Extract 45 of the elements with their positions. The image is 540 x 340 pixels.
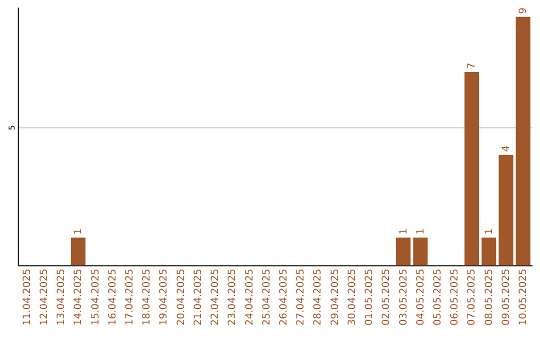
data-label: 1 — [73, 228, 84, 235]
y-tick-label: 5 — [7, 125, 16, 130]
x-tick-label: 27.04.2025 — [296, 268, 307, 326]
bar — [70, 238, 86, 266]
x-tick-label: 02.05.2025 — [381, 268, 392, 326]
data-label: 4 — [500, 146, 512, 152]
x-tick-label: 22.04.2025 — [210, 268, 222, 326]
x-tick-label: 18.04.2025 — [142, 268, 153, 326]
bar — [482, 238, 496, 266]
x-tick-label: 26.04.2025 — [278, 268, 290, 326]
x-tick-label: 25.04.2025 — [261, 268, 272, 326]
x-tick-label: 24.04.2025 — [244, 268, 256, 326]
bar — [396, 238, 411, 266]
x-tick-label: 08.05.2025 — [484, 268, 495, 326]
data-label: 1 — [484, 228, 495, 235]
x-tick-label: 09.05.2025 — [500, 268, 512, 326]
x-tick-label: 28.04.2025 — [312, 268, 324, 326]
x-tick-label: 07.05.2025 — [466, 268, 478, 326]
x-tick-label: 23.04.2025 — [227, 268, 238, 326]
x-tick-label: 11.04.2025 — [22, 268, 33, 326]
x-tick-label: 05.05.2025 — [432, 268, 444, 326]
x-tick-label: 15.04.2025 — [90, 268, 102, 326]
x-tick-label: 06.05.2025 — [450, 268, 461, 326]
bar — [464, 72, 480, 266]
data-label: 9 — [518, 8, 530, 14]
x-tick-label: 21.04.2025 — [192, 268, 204, 326]
x-tick-label: 01.05.2025 — [364, 268, 376, 326]
bar — [498, 154, 514, 266]
x-tick-label: 16.04.2025 — [107, 268, 118, 326]
x-tick-label: 20.04.2025 — [176, 268, 187, 326]
x-tick-label: 17.04.2025 — [124, 268, 136, 326]
data-label: 7 — [466, 62, 478, 70]
bar — [413, 238, 428, 266]
data-label: 1 — [398, 228, 410, 235]
x-tick-label: 03.05.2025 — [398, 268, 410, 326]
x-tick-label: 04.05.2025 — [415, 268, 426, 326]
x-tick-label: 12.04.2025 — [38, 268, 50, 326]
x-tick-label: 10.05.2025 — [518, 268, 530, 326]
x-tick-label: 19.04.2025 — [158, 268, 170, 326]
x-tick-label: 13.04.2025 — [56, 268, 68, 326]
x-tick-label: 29.04.2025 — [330, 268, 341, 326]
x-tick-label: 14.04.2025 — [73, 268, 84, 326]
x-tick-label: 30.04.2025 — [346, 268, 358, 326]
data-label: 1 — [415, 228, 426, 235]
bar — [516, 16, 530, 266]
